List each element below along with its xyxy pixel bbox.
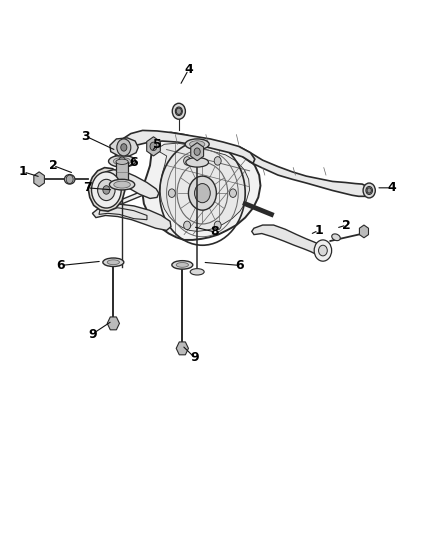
Ellipse shape	[190, 269, 204, 275]
Polygon shape	[106, 169, 159, 198]
Circle shape	[314, 240, 332, 261]
Ellipse shape	[332, 234, 340, 240]
Ellipse shape	[185, 139, 209, 150]
Ellipse shape	[176, 263, 188, 267]
Ellipse shape	[114, 181, 131, 188]
Ellipse shape	[107, 260, 120, 265]
Circle shape	[188, 176, 216, 210]
Circle shape	[194, 183, 210, 203]
Circle shape	[318, 245, 327, 256]
Circle shape	[367, 188, 371, 193]
Polygon shape	[107, 317, 120, 330]
Polygon shape	[239, 147, 371, 196]
Circle shape	[230, 189, 237, 197]
Text: 7: 7	[83, 181, 92, 195]
Circle shape	[119, 157, 126, 165]
Polygon shape	[143, 133, 261, 240]
Text: 1: 1	[314, 224, 323, 237]
Ellipse shape	[175, 107, 182, 116]
Bar	[116, 163, 128, 182]
Polygon shape	[252, 225, 324, 254]
Polygon shape	[176, 342, 188, 355]
Ellipse shape	[103, 258, 124, 266]
Circle shape	[66, 175, 73, 183]
Circle shape	[214, 157, 221, 165]
Circle shape	[184, 221, 191, 230]
Circle shape	[194, 148, 200, 156]
Text: 5: 5	[153, 138, 162, 151]
Polygon shape	[34, 172, 44, 187]
Text: 1: 1	[19, 165, 28, 179]
Ellipse shape	[64, 174, 75, 184]
Circle shape	[92, 172, 121, 208]
Circle shape	[103, 185, 110, 194]
Ellipse shape	[172, 261, 193, 269]
Ellipse shape	[190, 141, 205, 148]
Ellipse shape	[109, 156, 136, 167]
Text: 6: 6	[130, 156, 138, 169]
Circle shape	[168, 189, 175, 197]
Polygon shape	[360, 225, 368, 238]
Ellipse shape	[172, 103, 185, 119]
Ellipse shape	[366, 187, 372, 195]
Text: 2: 2	[49, 159, 57, 172]
Text: 2: 2	[342, 219, 351, 231]
Text: 4: 4	[184, 63, 193, 76]
Polygon shape	[99, 207, 147, 220]
Ellipse shape	[116, 180, 128, 185]
Ellipse shape	[113, 158, 131, 165]
Ellipse shape	[110, 179, 135, 190]
Circle shape	[214, 221, 221, 230]
Polygon shape	[110, 138, 138, 156]
Text: 9: 9	[191, 351, 199, 365]
Circle shape	[121, 144, 127, 151]
Polygon shape	[155, 143, 250, 231]
Circle shape	[117, 139, 131, 156]
Text: 6: 6	[236, 259, 244, 272]
Polygon shape	[88, 167, 125, 211]
Polygon shape	[92, 204, 171, 230]
Circle shape	[150, 142, 157, 151]
Polygon shape	[191, 143, 204, 161]
Text: 3: 3	[81, 130, 90, 143]
Circle shape	[184, 157, 191, 165]
Polygon shape	[115, 131, 255, 164]
Text: 9: 9	[88, 327, 97, 341]
Text: 8: 8	[210, 225, 219, 238]
Ellipse shape	[116, 159, 128, 165]
Polygon shape	[147, 137, 160, 156]
Text: 4: 4	[387, 181, 396, 195]
Text: 6: 6	[57, 259, 65, 272]
Circle shape	[176, 108, 181, 115]
Ellipse shape	[363, 183, 375, 198]
Circle shape	[98, 179, 115, 200]
Ellipse shape	[186, 158, 208, 167]
